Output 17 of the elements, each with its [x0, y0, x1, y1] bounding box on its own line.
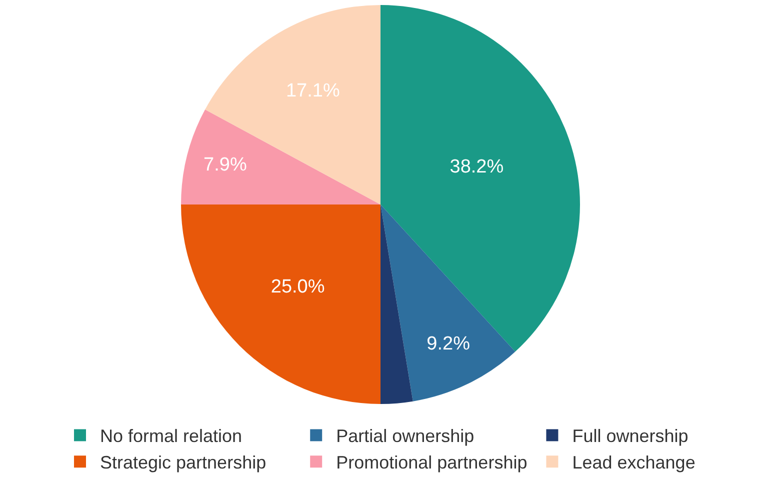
legend-label: Strategic partnership	[100, 452, 266, 473]
data-label: 7.9%	[204, 154, 247, 176]
pie-slice	[205, 5, 380, 204]
pie-slice	[380, 204, 516, 402]
legend-label: Partial ownership	[336, 426, 474, 446]
legend-label: No formal relation	[100, 426, 242, 446]
data-label: 9.2%	[426, 334, 470, 355]
legend-label: Lead exchange	[572, 452, 696, 473]
pie-slice	[380, 5, 580, 352]
legend-label: Promotional partnership	[336, 452, 528, 473]
data-label: 17.1%	[286, 80, 340, 102]
data-label: 38.2%	[450, 156, 504, 178]
pie-slice	[380, 204, 413, 404]
pie-slice	[181, 204, 380, 404]
pie-slice	[181, 109, 380, 204]
data-label: 25.0%	[270, 276, 325, 298]
legend-label: Full ownership	[572, 426, 688, 446]
